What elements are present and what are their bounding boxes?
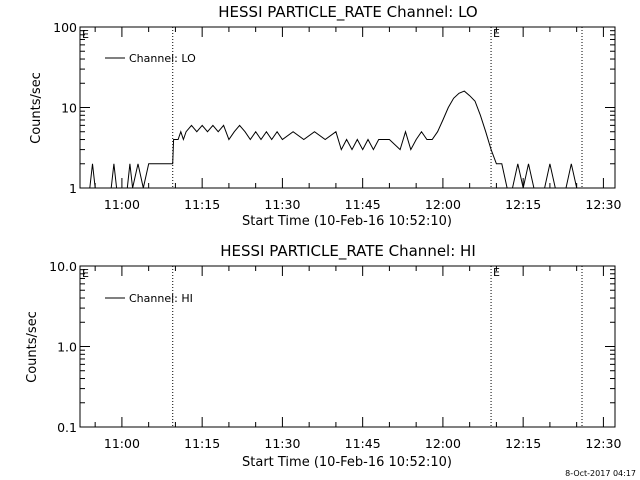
x-tick-label: 12:30 bbox=[585, 436, 621, 451]
lo-series-line bbox=[89, 90, 582, 189]
lo-corner-label: E bbox=[82, 28, 89, 41]
lo-y-axis-label: Counts/sec bbox=[29, 72, 44, 144]
x-tick-label: 12:00 bbox=[425, 197, 461, 212]
x-tick-label: 12:30 bbox=[585, 197, 621, 212]
x-tick-label: 11:00 bbox=[104, 197, 140, 212]
vertical-marker-label: E bbox=[493, 27, 500, 40]
hi-legend-label: Channel: HI bbox=[129, 292, 193, 305]
hi-x-axis: 11:00 11:15 11:30 11:45 12:00 12:15 12:30 bbox=[94, 266, 621, 451]
x-tick-label: 11:30 bbox=[264, 436, 300, 451]
x-tick-label: 12:15 bbox=[505, 197, 541, 212]
y-tick-label: 1.0 bbox=[57, 340, 77, 355]
y-tick-label: 1 bbox=[69, 181, 77, 196]
y-tick-label: 0.1 bbox=[57, 420, 77, 435]
x-tick-label: 11:15 bbox=[184, 197, 220, 212]
lo-vertical-markers: E bbox=[172, 27, 583, 188]
vertical-marker-label: E bbox=[493, 266, 500, 279]
hi-chart-title: HESSI PARTICLE_RATE Channel: HI bbox=[220, 242, 476, 261]
hi-corner-label: E bbox=[82, 267, 89, 280]
hi-x-axis-label: Start Time (10-Feb-16 10:52:10) bbox=[242, 455, 452, 470]
x-tick-label: 12:00 bbox=[425, 436, 461, 451]
x-tick-label: 11:15 bbox=[184, 436, 220, 451]
lo-chart-title: HESSI PARTICLE_RATE Channel: LO bbox=[218, 3, 477, 22]
hi-y-axis-label: Counts/sec bbox=[25, 311, 40, 383]
x-tick-label: 11:00 bbox=[104, 436, 140, 451]
x-tick-label: 11:45 bbox=[345, 197, 381, 212]
x-tick-label: 11:45 bbox=[345, 436, 381, 451]
y-tick-label: 100 bbox=[53, 20, 77, 35]
hi-plot-frame bbox=[79, 265, 616, 428]
y-tick-label: 10 bbox=[61, 101, 77, 116]
lo-legend-label: Channel: LO bbox=[129, 52, 196, 65]
hi-vertical-markers: E bbox=[172, 266, 583, 427]
x-tick-label: 11:30 bbox=[264, 197, 300, 212]
y-tick-label: 10.0 bbox=[49, 259, 77, 274]
lo-y-axis: 1 10 100 bbox=[53, 20, 615, 196]
x-tick-label: 12:15 bbox=[505, 436, 541, 451]
hi-y-axis: 0.1 1.0 10.0 bbox=[49, 259, 615, 435]
lo-channel-panel: HESSI PARTICLE_RATE Channel: LO 1 10 100 1… bbox=[29, 3, 621, 229]
hi-channel-panel: HESSI PARTICLE_RATE Channel: HI 0.1 1.0 10… bbox=[25, 242, 621, 470]
footer-timestamp: 8-Oct-2017 04:17 bbox=[565, 469, 636, 478]
lo-x-axis-label: Start Time (10-Feb-16 10:52:10) bbox=[242, 214, 452, 229]
lo-x-axis: 11:00 11:15 11:30 11:45 12:00 12:15 12:30 bbox=[94, 27, 621, 212]
